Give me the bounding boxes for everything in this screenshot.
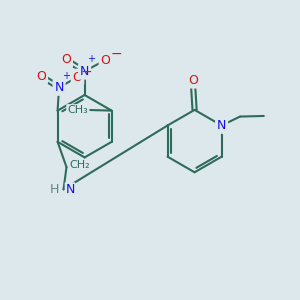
Text: +: + [61, 71, 70, 81]
Text: H: H [50, 183, 59, 196]
Text: N: N [80, 65, 89, 78]
Text: +: + [87, 54, 95, 64]
Text: N: N [217, 119, 226, 132]
Text: CH₃: CH₃ [67, 105, 88, 115]
Text: −: − [111, 47, 122, 61]
Text: N: N [65, 183, 75, 196]
Text: O: O [100, 54, 110, 67]
Text: CH₂: CH₂ [69, 160, 89, 170]
Text: O: O [61, 53, 71, 66]
Text: O: O [36, 70, 46, 83]
Text: O: O [188, 74, 198, 87]
Text: N: N [54, 81, 64, 94]
Text: O: O [73, 70, 82, 83]
Text: −: − [81, 65, 92, 79]
